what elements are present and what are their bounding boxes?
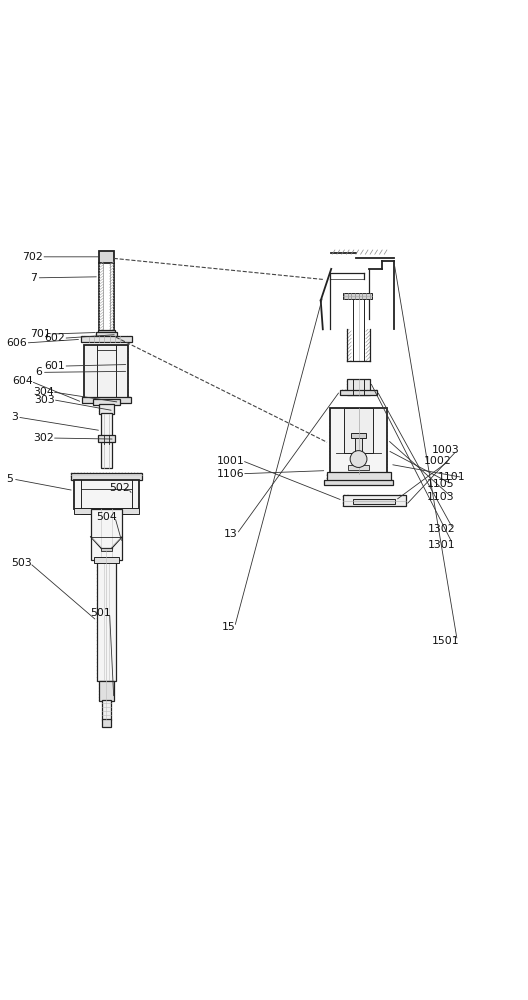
Bar (351, 433, 366, 438)
Text: 1103: 1103 (427, 492, 455, 502)
Bar (329, 408, 388, 474)
Text: 304: 304 (33, 387, 54, 397)
Bar (355, 436, 362, 467)
Text: 6: 6 (35, 367, 42, 377)
Bar (348, 465, 369, 470)
Text: 1106: 1106 (216, 469, 244, 479)
Bar (99, 251, 114, 263)
Text: 1001: 1001 (216, 456, 244, 466)
Bar (96, 332, 117, 337)
Text: 303: 303 (34, 395, 55, 405)
Bar (326, 472, 391, 482)
Circle shape (350, 451, 367, 467)
Bar (101, 548, 112, 551)
Bar (97, 560, 116, 681)
Bar (74, 480, 139, 509)
Bar (74, 508, 139, 514)
Text: 1002: 1002 (424, 456, 452, 466)
Text: 702: 702 (22, 252, 43, 262)
Bar (102, 719, 111, 727)
Bar (343, 495, 406, 506)
Text: 7: 7 (30, 273, 37, 283)
Bar (84, 345, 128, 398)
Text: 1501: 1501 (432, 636, 460, 646)
Bar (71, 473, 142, 480)
Text: 601: 601 (44, 361, 65, 371)
Text: 302: 302 (33, 433, 54, 443)
Text: 3: 3 (11, 412, 18, 422)
Text: 701: 701 (30, 329, 51, 339)
Bar (93, 399, 119, 405)
Text: 502: 502 (109, 483, 130, 493)
Bar (98, 330, 115, 334)
Text: 1003: 1003 (432, 445, 460, 455)
Text: 1101: 1101 (437, 472, 465, 482)
Bar (81, 336, 131, 342)
Bar (98, 435, 115, 442)
Bar (102, 700, 111, 720)
Bar (344, 408, 373, 453)
Bar (340, 390, 377, 395)
Text: 13: 13 (224, 529, 238, 539)
Text: 504: 504 (96, 512, 117, 522)
Text: 501: 501 (91, 608, 111, 618)
Text: 1302: 1302 (428, 524, 456, 534)
Bar (353, 499, 395, 504)
Bar (101, 413, 112, 468)
Bar (91, 509, 122, 560)
Bar (99, 404, 114, 414)
Bar (343, 293, 372, 299)
Bar (347, 379, 370, 395)
Bar (324, 480, 393, 485)
Text: 602: 602 (44, 333, 65, 343)
Text: 1105: 1105 (427, 479, 455, 489)
Text: 1301: 1301 (428, 540, 456, 550)
Text: 15: 15 (222, 622, 235, 632)
Bar (99, 681, 114, 701)
Bar (82, 397, 130, 403)
Text: 5: 5 (7, 474, 14, 484)
Text: 503: 503 (11, 558, 32, 568)
Text: 604: 604 (12, 376, 33, 386)
Text: 606: 606 (7, 338, 27, 348)
Bar (94, 557, 119, 563)
